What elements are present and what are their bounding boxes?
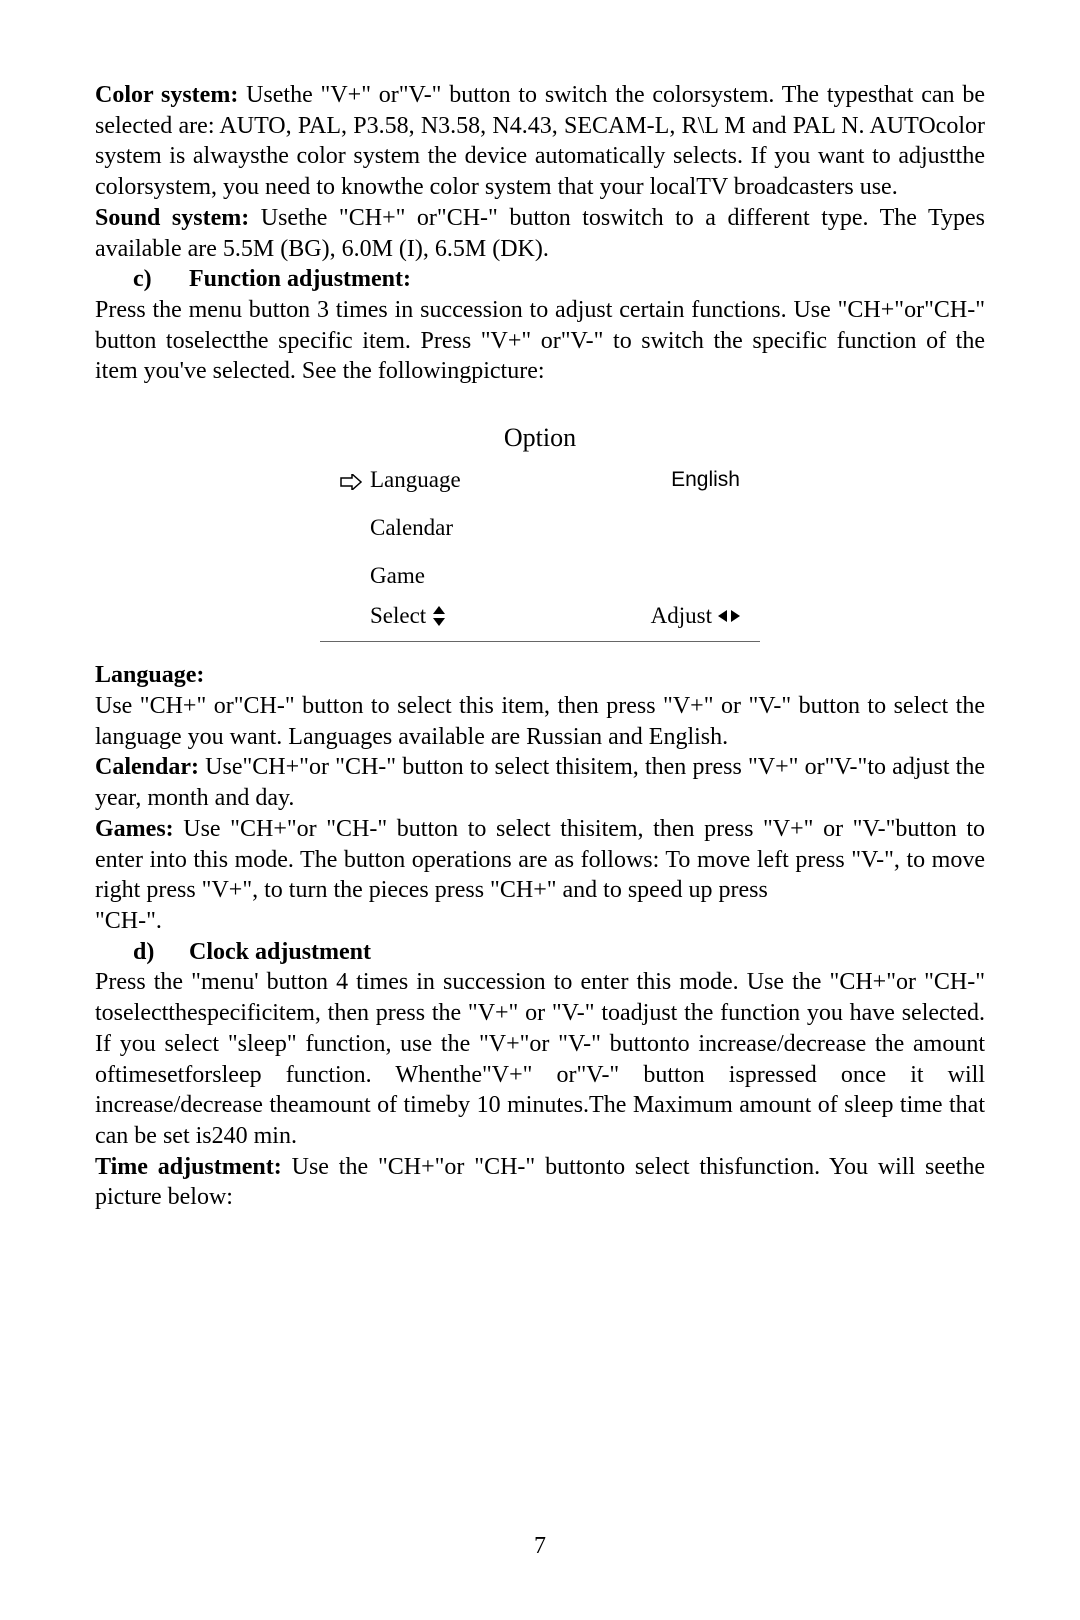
option-menu-title: Option — [340, 423, 740, 453]
paragraph-sound-system: Sound system: Usethe "CH+" or"CH-" butto… — [95, 203, 985, 264]
option-menu: Option Language English Calendar Game Se… — [320, 415, 760, 642]
list-item-d: d) Clock adjustment — [95, 937, 985, 968]
left-right-arrows-icon — [718, 609, 740, 623]
paragraph-calendar: Calendar: Use"CH+"or "CH-" button to sel… — [95, 752, 985, 813]
item-c-marker: c) — [95, 264, 189, 295]
text-games: Use "CH+"or "CH-" button to select thisi… — [95, 816, 985, 903]
label-color-system: Color system: — [95, 82, 238, 108]
paragraph-clock-adjustment: Press the "menu' button 4 times in succe… — [95, 967, 985, 1151]
label-sound-system: Sound system: — [95, 205, 249, 231]
footer-select: Select — [370, 603, 446, 629]
label-language: Language: — [95, 662, 204, 688]
up-down-arrows-icon — [432, 606, 446, 626]
item-c-title: Function adjustment: — [189, 264, 411, 295]
option-row-calendar: Calendar — [340, 515, 740, 541]
option-row-language: Language English — [340, 467, 740, 493]
document-page: Color system: Usethe "V+" or"V-" button … — [0, 0, 1080, 1620]
label-games: Games: — [95, 816, 174, 842]
paragraph-language-heading: Language: — [95, 660, 985, 691]
item-d-title: Clock adjustment — [189, 937, 371, 968]
text-calendar: Use"CH+"or "CH-" button to select thisit… — [95, 754, 985, 811]
option-row-game: Game — [340, 563, 740, 589]
option-footer: Select Adjust — [340, 603, 740, 629]
paragraph-games-tail: "CH-". — [95, 906, 985, 937]
option-label: Game — [370, 563, 740, 589]
footer-adjust-label: Adjust — [651, 603, 712, 629]
footer-adjust: Adjust — [651, 603, 740, 629]
paragraph-function-adjustment: Press the menu button 3 times in success… — [95, 295, 985, 387]
label-calendar: Calendar: — [95, 754, 199, 780]
option-value: English — [671, 468, 740, 492]
paragraph-games: Games: Use "CH+"or "CH-" button to selec… — [95, 814, 985, 906]
footer-select-label: Select — [370, 603, 426, 629]
label-time-adjustment: Time adjustment: — [95, 1154, 282, 1180]
list-item-c: c) Function adjustment: — [95, 264, 985, 295]
paragraph-color-system: Color system: Usethe "V+" or"V-" button … — [95, 80, 985, 203]
option-label: Language — [370, 467, 671, 493]
item-d-marker: d) — [95, 937, 189, 968]
option-label: Calendar — [370, 515, 740, 541]
pointer-arrow-icon — [340, 467, 370, 493]
paragraph-language-text: Use "CH+" or"CH-" button to select this … — [95, 691, 985, 752]
page-number: 7 — [0, 1533, 1080, 1560]
paragraph-time-adjustment: Time adjustment: Use the "CH+"or "CH-" b… — [95, 1152, 985, 1213]
